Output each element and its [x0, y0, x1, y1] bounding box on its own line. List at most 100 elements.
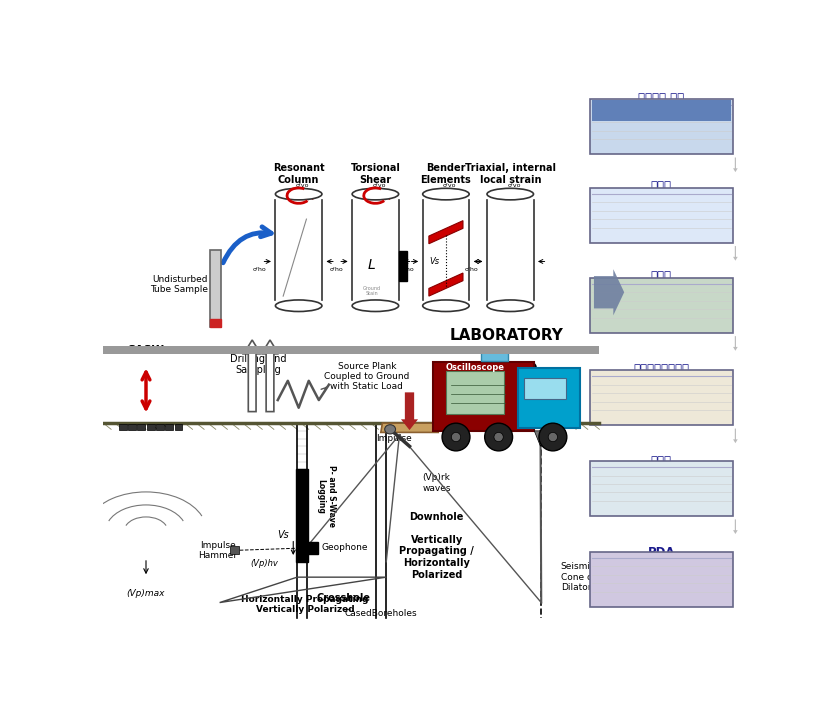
FancyArrow shape — [594, 269, 624, 316]
Ellipse shape — [423, 300, 469, 311]
Bar — [590, 461, 733, 516]
Text: Geophone: Geophone — [322, 543, 368, 553]
Text: (Vp)max: (Vp)max — [127, 588, 165, 598]
Ellipse shape — [275, 300, 322, 311]
Bar — [128, 424, 136, 430]
Bar — [165, 424, 173, 430]
Ellipse shape — [548, 432, 557, 441]
FancyArrow shape — [733, 157, 738, 172]
Text: (Vp)hv: (Vp)hv — [251, 560, 279, 569]
Text: 로그인: 로그인 — [651, 180, 672, 193]
Bar — [590, 99, 733, 155]
Ellipse shape — [442, 423, 470, 451]
Ellipse shape — [275, 188, 322, 200]
Bar — [174, 424, 183, 430]
Bar — [230, 546, 239, 554]
Text: σ'vo: σ'vo — [372, 183, 386, 188]
Polygon shape — [429, 221, 463, 244]
Text: Bender
Elements: Bender Elements — [421, 163, 471, 185]
Text: σ'vo: σ'vo — [508, 183, 521, 188]
Bar — [518, 368, 580, 428]
Text: Resonant
Column: Resonant Column — [273, 163, 324, 185]
Text: 데이터: 데이터 — [651, 455, 672, 468]
Bar — [447, 371, 504, 413]
Text: 그래프: 그래프 — [651, 271, 672, 283]
Ellipse shape — [352, 300, 399, 311]
Text: Impulse
Hammer: Impulse Hammer — [198, 541, 237, 560]
Text: Ground
Stain: Ground Stain — [362, 285, 380, 297]
Ellipse shape — [494, 432, 504, 441]
Ellipse shape — [452, 432, 461, 441]
Text: FIELD: FIELD — [490, 361, 538, 377]
Bar — [103, 346, 600, 354]
Polygon shape — [429, 273, 463, 296]
Text: LABORATORY: LABORATORY — [449, 328, 563, 343]
Bar — [156, 424, 164, 430]
Bar — [523, 378, 566, 399]
Text: 홈페이지 접속: 홈페이지 접속 — [638, 91, 685, 105]
FancyArrow shape — [733, 246, 738, 261]
Text: PDA: PDA — [648, 546, 675, 559]
Text: Downhole: Downhole — [409, 512, 464, 522]
Bar — [590, 278, 733, 333]
Text: Triaxial, internal
local strain: Triaxial, internal local strain — [465, 163, 556, 185]
Text: L: L — [368, 258, 375, 272]
Text: Vertically
Propagating /
Horizontally
Polarized: Vertically Propagating / Horizontally Po… — [399, 535, 474, 579]
Text: (Vp)rk
waves: (Vp)rk waves — [423, 473, 451, 493]
Text: CasedBoreholes: CasedBoreholes — [345, 609, 417, 618]
Bar — [119, 424, 127, 430]
Text: σ'ho: σ'ho — [253, 267, 267, 272]
Bar — [590, 188, 733, 243]
Bar — [137, 424, 146, 430]
Bar — [433, 361, 533, 431]
Text: σ'vo: σ'vo — [443, 183, 457, 188]
Text: Torsional
Shear: Torsional Shear — [351, 163, 400, 185]
Bar — [275, 200, 322, 300]
Bar — [307, 542, 318, 554]
Ellipse shape — [352, 188, 399, 200]
Text: σ'ho: σ'ho — [330, 267, 343, 272]
Text: σ'ho: σ'ho — [400, 267, 414, 272]
Text: Seismic
Cone or
Dilatometer: Seismic Cone or Dilatometer — [561, 562, 614, 592]
Text: Undisturbed
Tube Sample: Undisturbed Tube Sample — [150, 275, 208, 295]
Bar — [590, 552, 733, 607]
FancyArrow shape — [733, 336, 738, 351]
FancyArrow shape — [261, 340, 279, 412]
Text: SASW: SASW — [127, 345, 165, 355]
Bar — [210, 250, 221, 327]
Ellipse shape — [385, 425, 395, 434]
FancyArrow shape — [401, 392, 418, 430]
Text: Vs: Vs — [429, 257, 440, 266]
FancyArrow shape — [244, 340, 261, 412]
Text: Source Plank
Coupled to Ground
with Static Load: Source Plank Coupled to Ground with Stat… — [324, 361, 409, 392]
Bar — [352, 200, 399, 300]
Bar — [146, 424, 155, 430]
Bar — [399, 252, 407, 280]
Bar — [481, 347, 509, 361]
FancyArrow shape — [733, 520, 738, 534]
Ellipse shape — [485, 423, 513, 451]
Text: Crosshole: Crosshole — [317, 593, 370, 602]
Bar — [210, 319, 221, 327]
Polygon shape — [534, 431, 547, 446]
Text: Horizontally Propagating
Vertically Polarized: Horizontally Propagating Vertically Pola… — [241, 595, 369, 614]
Bar — [590, 370, 733, 425]
Bar — [423, 200, 469, 300]
Text: 계측데이터현황판: 계측데이터현황판 — [633, 363, 690, 376]
Bar — [296, 470, 308, 562]
Polygon shape — [380, 423, 438, 432]
Text: Drilling and
Sampling: Drilling and Sampling — [230, 354, 287, 375]
Ellipse shape — [423, 188, 469, 200]
Text: σ'vo: σ'vo — [296, 183, 309, 188]
Ellipse shape — [487, 300, 533, 311]
FancyArrow shape — [733, 429, 738, 443]
Bar — [592, 100, 731, 122]
Text: Vs: Vs — [277, 530, 289, 540]
Text: P- and S-Wave
Logging: P- and S-Wave Logging — [317, 465, 336, 527]
Text: Oscilloscope: Oscilloscope — [446, 363, 504, 372]
Ellipse shape — [487, 188, 533, 200]
Ellipse shape — [539, 423, 566, 451]
Text: Impulse: Impulse — [376, 434, 412, 443]
Bar — [487, 200, 533, 300]
Text: σ'ho: σ'ho — [465, 267, 478, 272]
